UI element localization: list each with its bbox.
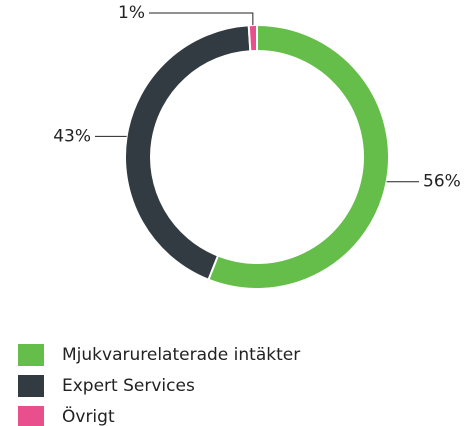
donut-segment xyxy=(207,23,390,290)
legend-swatch xyxy=(18,375,44,397)
legend-label: Mjukvarurelaterade intäkter xyxy=(62,345,300,365)
legend-label: Övrigt xyxy=(62,405,115,426)
legend-swatch xyxy=(18,344,44,366)
donut-segment xyxy=(247,23,258,53)
leader-line xyxy=(149,12,254,26)
legend-swatch xyxy=(18,406,44,426)
data-label: 43% xyxy=(53,126,91,146)
data-label: 1% xyxy=(118,3,145,23)
donut-segment xyxy=(124,24,252,282)
legend-label: Expert Services xyxy=(62,376,195,396)
data-label: 56% xyxy=(423,172,461,192)
